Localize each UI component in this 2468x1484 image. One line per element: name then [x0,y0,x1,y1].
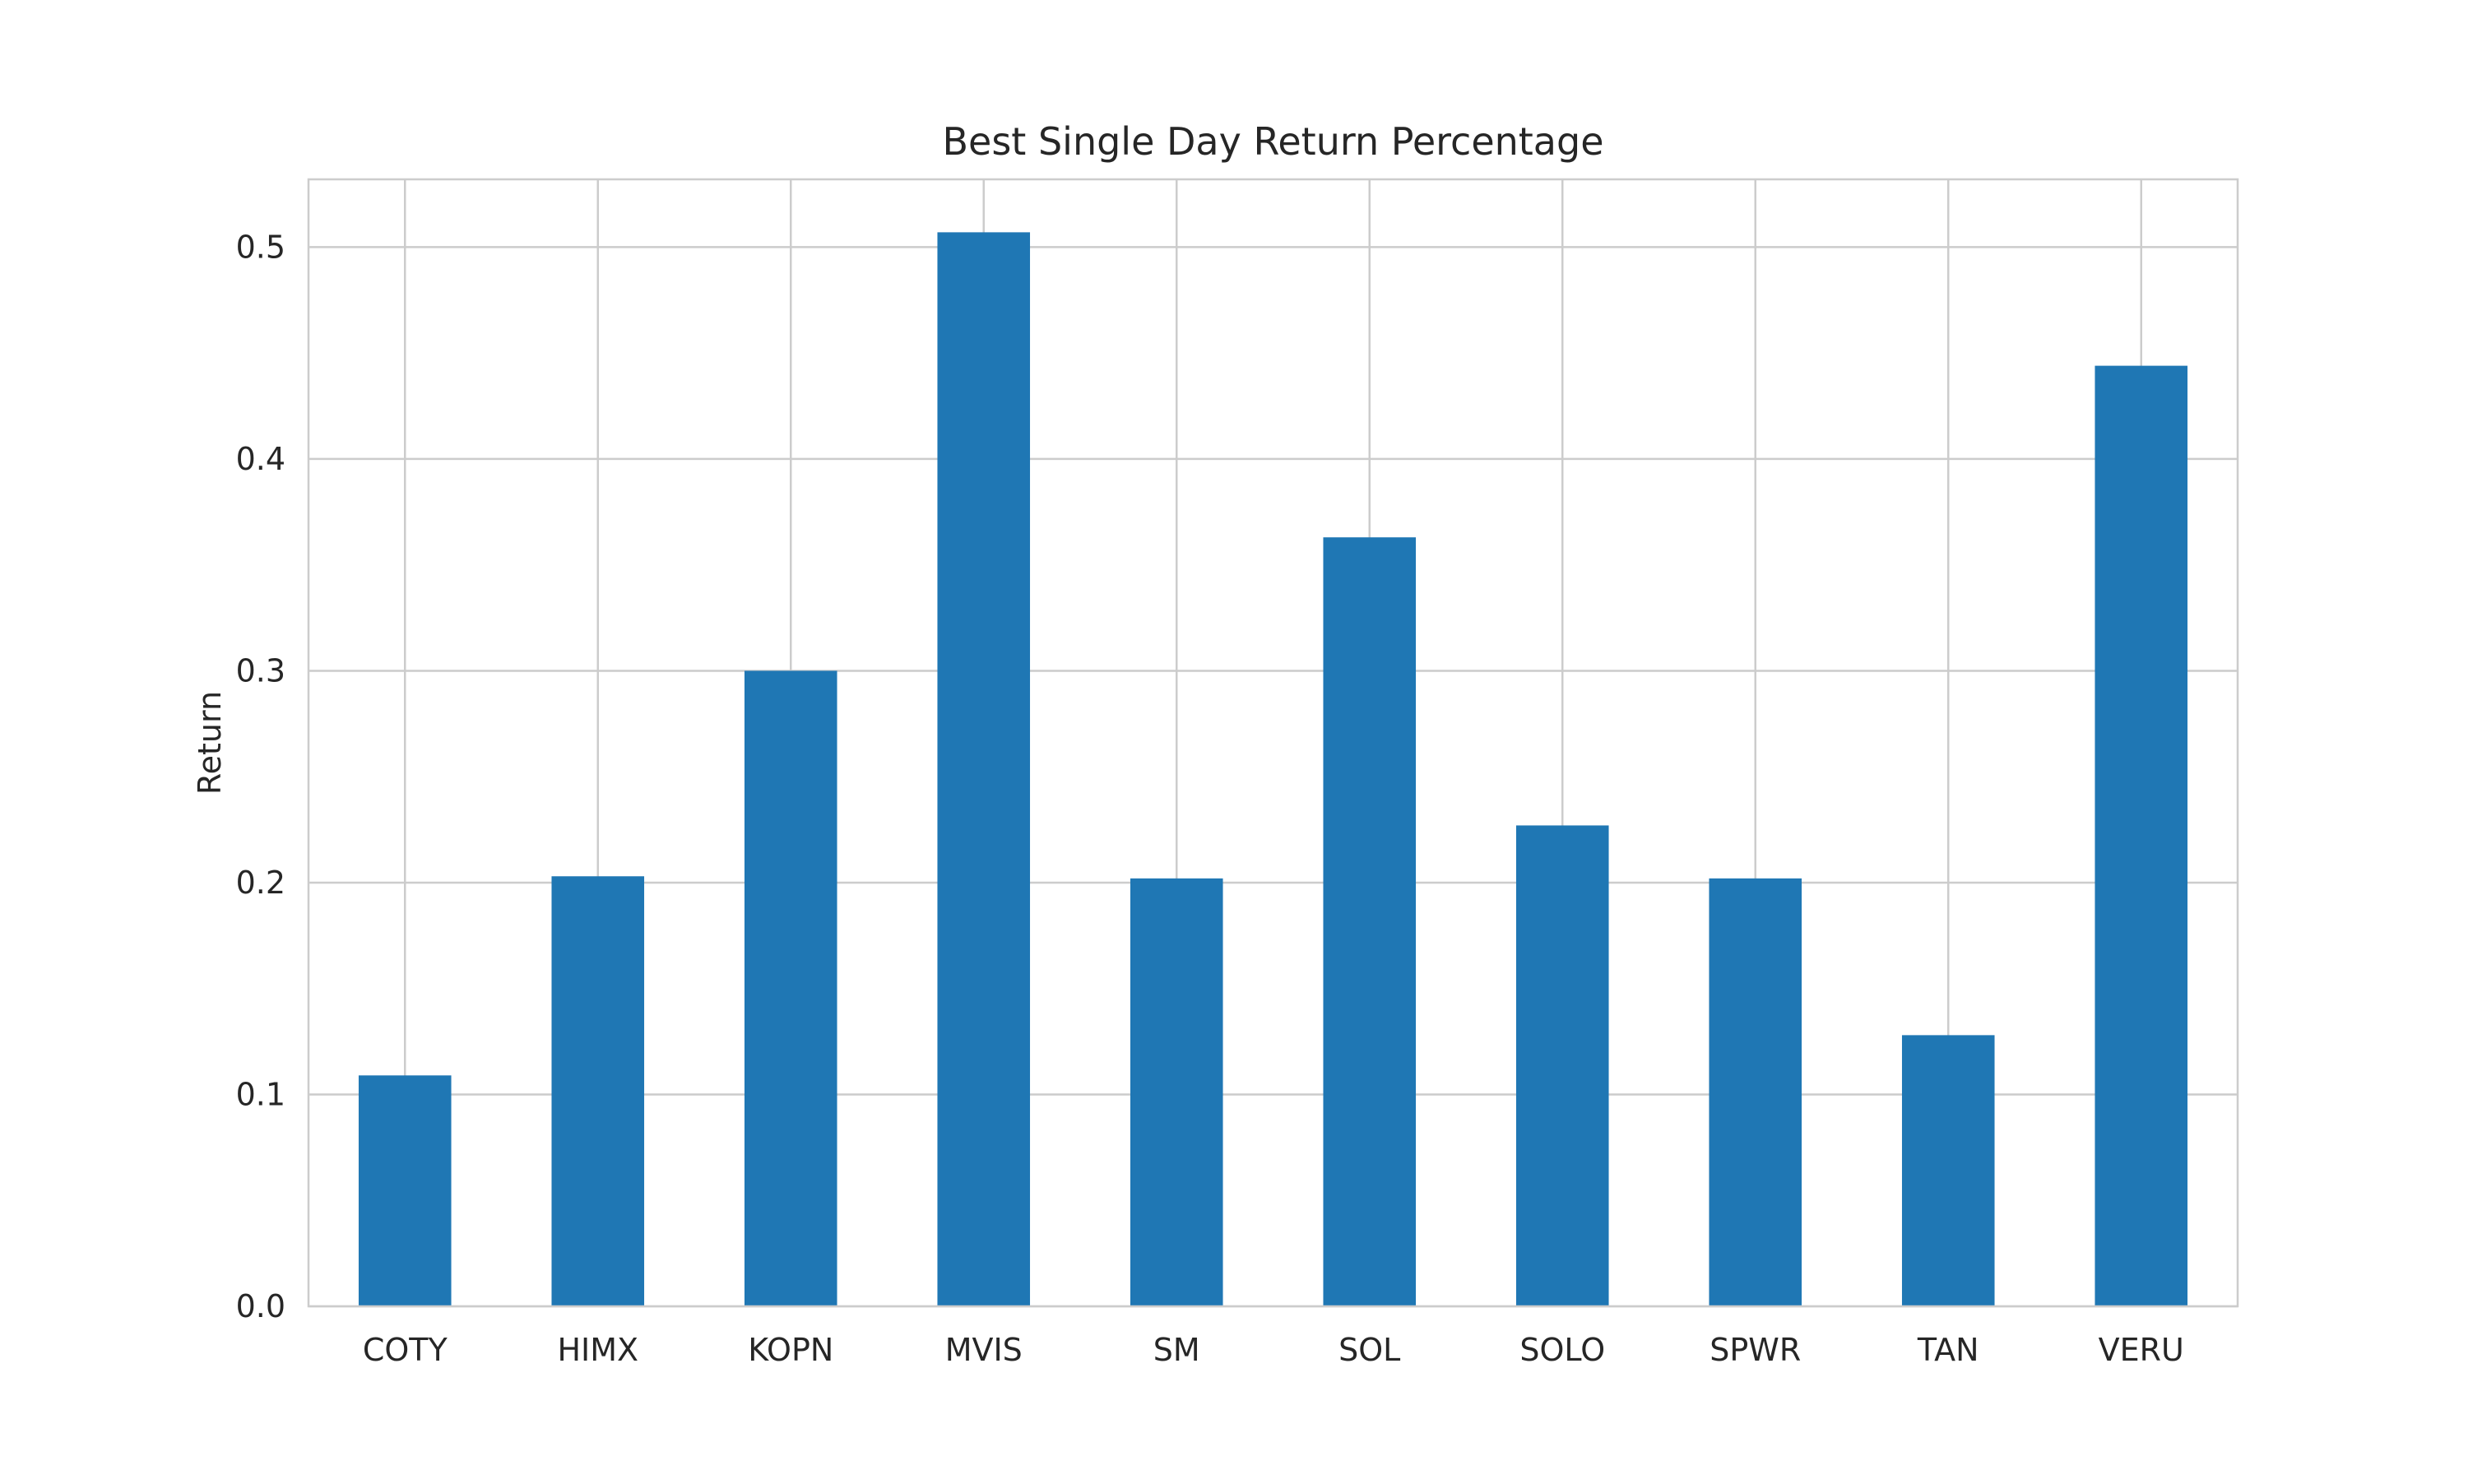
x-tick-label: HIMX [557,1332,638,1368]
y-axis-label: Return [192,691,228,795]
bar-veru [2095,365,2188,1306]
bar-layer [358,232,2188,1307]
bar-himx [551,876,645,1306]
y-tick-label: 0.2 [236,865,285,901]
y-tick-label: 0.5 [236,229,285,265]
y-tick-label: 0.0 [236,1288,285,1324]
bar-solo [1515,825,1609,1306]
x-tick-label: KOPN [748,1332,833,1368]
y-tick-labels: 0.0 0.1 0.2 0.3 0.4 0.5 [236,229,285,1324]
y-tick-label: 0.1 [236,1076,285,1112]
x-tick-label: COTY [363,1332,448,1368]
x-tick-label: SM [1153,1332,1200,1368]
bar-mvis [937,232,1031,1307]
bar-spwr [1709,878,1802,1306]
chart-title: Best Single Day Return Percentage [942,119,1603,164]
y-tick-label: 0.3 [236,652,285,689]
bar-sm [1130,878,1223,1306]
bar-kopn [744,670,837,1306]
bar-coty [358,1075,452,1306]
x-tick-label: SPWR [1710,1332,1801,1368]
x-tick-label: TAN [1917,1332,1979,1368]
bar-tan [1901,1035,1995,1306]
x-tick-label: VERU [2099,1332,2184,1368]
bar-sol [1323,537,1417,1306]
plot-frame [307,178,2239,1308]
x-tick-labels: COTY HIMX KOPN MVIS SM SOL SOLO SPWR TAN VERU [363,1332,2184,1368]
x-tick-label: MVIS [945,1332,1023,1368]
x-tick-label: SOLO [1519,1332,1605,1368]
x-tick-label: SOL [1338,1332,1400,1368]
y-tick-label: 0.4 [236,441,285,477]
